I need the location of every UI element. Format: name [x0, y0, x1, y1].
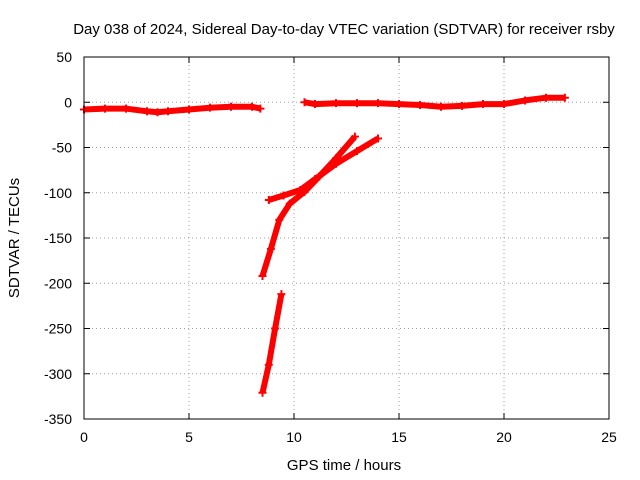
series-layer [80, 93, 569, 397]
data-point [271, 324, 280, 333]
data-point [521, 96, 529, 105]
data-series-1 [80, 102, 265, 117]
x-tick-label: 0 [80, 429, 88, 445]
x-tick-label: 15 [391, 429, 407, 445]
data-point [332, 99, 340, 108]
chart-title: Day 038 of 2024, Sidereal Day-to-day VTE… [73, 21, 615, 38]
data-point [279, 191, 288, 200]
data-point [248, 102, 256, 111]
data-point [332, 154, 340, 163]
y-tick-label: -100 [44, 185, 72, 201]
data-point [258, 272, 267, 281]
y-tick-label: -250 [44, 321, 72, 337]
data-point [277, 290, 286, 299]
data-point [416, 100, 424, 109]
data-point [542, 93, 550, 102]
data-point [560, 93, 569, 102]
data-point [353, 99, 361, 108]
data-point [143, 107, 151, 116]
data-point [164, 107, 172, 116]
x-tick-label: 20 [496, 429, 512, 445]
y-tick-label: -300 [44, 366, 72, 382]
x-tick-label: 5 [185, 429, 193, 445]
data-point [153, 108, 162, 117]
data-point [300, 187, 309, 196]
data-point [437, 102, 445, 111]
data-point [353, 147, 361, 156]
data-point [185, 105, 193, 114]
y-tick-label: 0 [64, 94, 72, 110]
data-point [458, 101, 466, 110]
data-point [500, 100, 508, 109]
data-point [258, 388, 267, 397]
data-series-2 [300, 93, 569, 111]
data-point [227, 102, 235, 111]
data-point [311, 100, 319, 109]
series-line [259, 293, 285, 394]
data-series-5 [258, 290, 286, 397]
y-tick-label: -150 [44, 230, 72, 246]
data-point [374, 134, 382, 143]
data-point [101, 104, 109, 113]
data-point [264, 360, 273, 369]
data-point [300, 98, 309, 107]
data-point [285, 199, 294, 208]
data-point [266, 244, 275, 253]
y-tick-label: -350 [44, 411, 72, 427]
data-point [256, 104, 265, 113]
series-line [259, 134, 358, 277]
x-axis-label: GPS time / hours [287, 457, 401, 474]
data-point [479, 100, 487, 109]
x-tick-label: 10 [286, 429, 302, 445]
data-point [264, 195, 273, 204]
data-series-4 [258, 132, 359, 281]
y-tick-label: -50 [52, 140, 72, 156]
x-tick-label: 25 [601, 429, 617, 445]
data-point [395, 100, 403, 109]
data-point [206, 103, 214, 112]
y-tick-label: 50 [56, 49, 72, 65]
data-point [350, 132, 359, 141]
data-point [275, 215, 284, 224]
y-axis-label: SDTVAR / TECUs [6, 178, 23, 298]
data-point [315, 172, 324, 181]
data-point [374, 99, 382, 108]
y-tick-label: -200 [44, 275, 72, 291]
tick-layer: 0 5 10 15 20 25 50 0 -50 -100 -150 -200 -250 -300 -350 [44, 49, 617, 445]
grid-layer [84, 57, 609, 419]
data-point [122, 104, 130, 113]
